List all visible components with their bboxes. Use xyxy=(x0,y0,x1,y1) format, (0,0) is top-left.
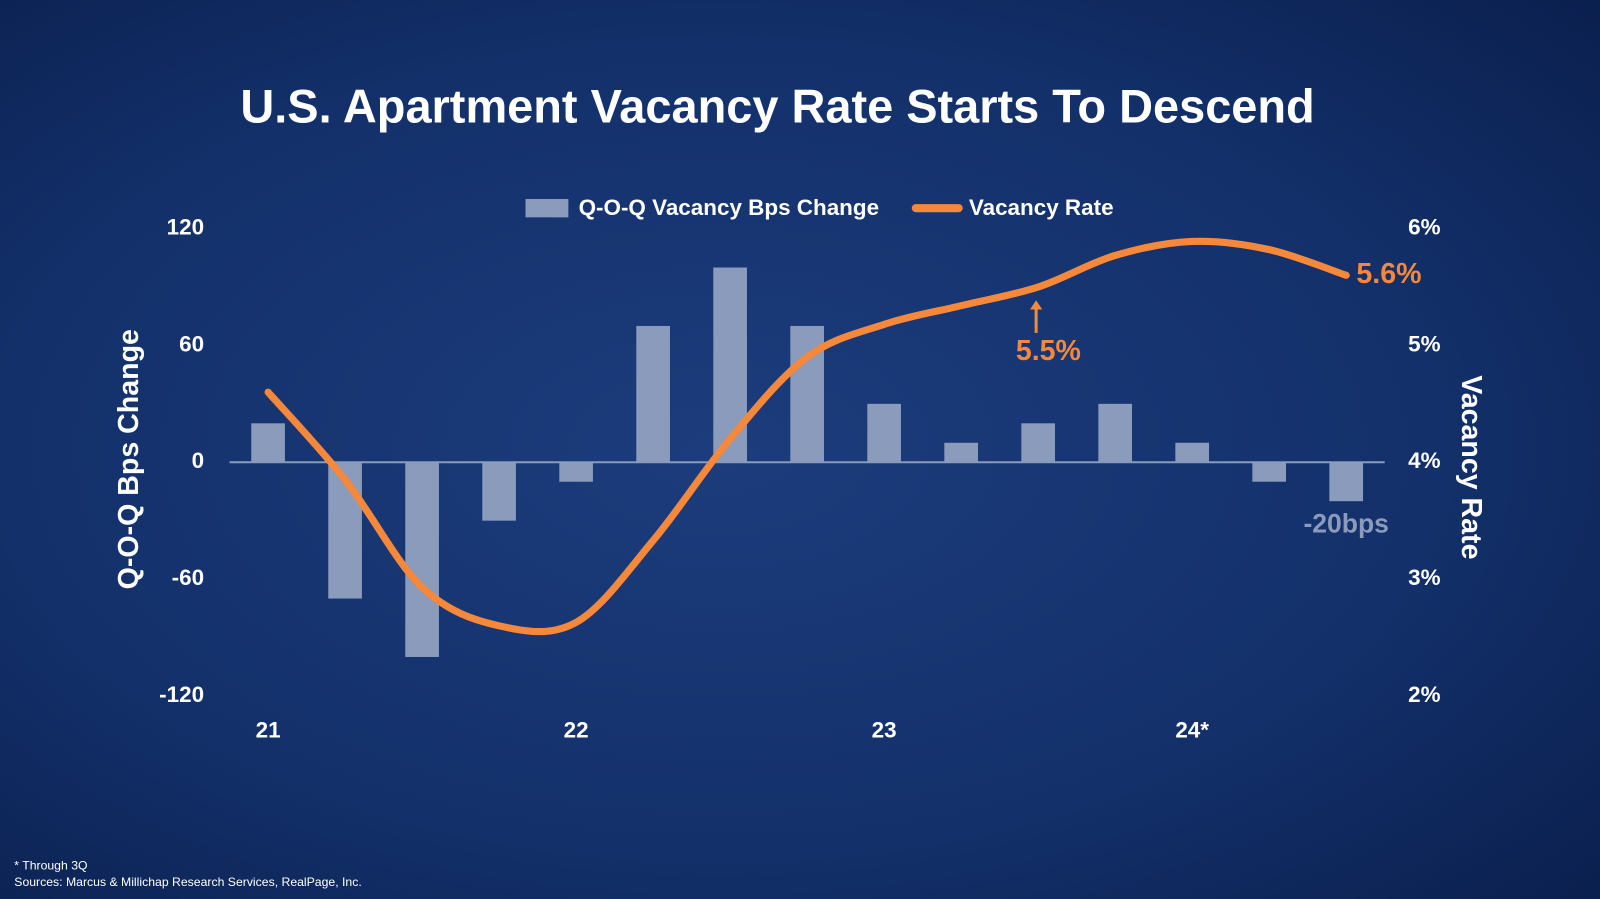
y-tick-label: 120 xyxy=(167,215,204,240)
y-tick-label: 60 xyxy=(179,331,204,356)
x-tick-label: 24* xyxy=(1175,718,1209,743)
source: Sources: Marcus & Millichap Research Ser… xyxy=(14,875,361,889)
y2-tick-label: 5% xyxy=(1408,331,1440,356)
y2-tick-label: 2% xyxy=(1408,682,1440,707)
y-tick-label: -120 xyxy=(159,682,204,707)
x-tick-label: 23 xyxy=(872,718,897,743)
y-axis-label: Q-O-Q Bps Change xyxy=(113,329,145,589)
line-value-label: 5.5% xyxy=(1016,335,1081,367)
bar xyxy=(251,423,285,463)
legend-label: Q-O-Q Vacancy Bps Change xyxy=(579,195,880,220)
legend-label: Vacancy Rate xyxy=(969,195,1114,220)
y2-tick-label: 6% xyxy=(1408,215,1440,240)
bar xyxy=(713,267,747,463)
bar xyxy=(636,325,670,463)
x-tick-label: 21 xyxy=(256,718,281,743)
bar xyxy=(944,442,978,463)
bar xyxy=(1021,423,1055,463)
y2-tick-label: 4% xyxy=(1408,448,1440,473)
bar xyxy=(1329,462,1364,502)
legend-swatch xyxy=(525,198,569,218)
bar xyxy=(1098,403,1133,463)
bar xyxy=(1252,462,1287,482)
line-value-label: 5.6% xyxy=(1356,258,1421,290)
x-tick-label: 22 xyxy=(564,718,589,743)
line xyxy=(264,237,1350,636)
bar-value-label: -20bps xyxy=(1303,509,1388,539)
bar xyxy=(405,462,439,657)
annotation-arrowhead xyxy=(1030,300,1043,310)
y-tick-label: 0 xyxy=(192,448,204,473)
y2-axis-label: Vacancy Rate xyxy=(1455,375,1487,559)
bar xyxy=(482,462,516,521)
bar xyxy=(867,403,901,463)
y-tick-label: -60 xyxy=(172,565,204,590)
bar xyxy=(1175,442,1210,463)
chart-title: U.S. Apartment Vacancy Rate Starts To De… xyxy=(240,81,1314,133)
y2-tick-label: 3% xyxy=(1408,565,1440,590)
bar xyxy=(559,462,593,482)
footnote: * Through 3Q xyxy=(14,859,87,873)
